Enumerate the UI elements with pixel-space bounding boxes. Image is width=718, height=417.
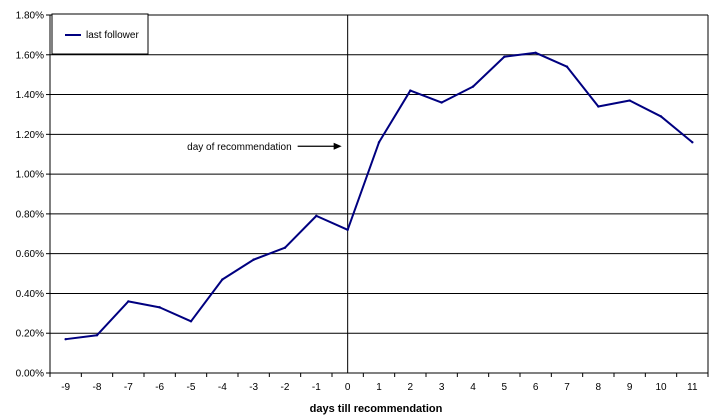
data-point [64, 337, 67, 341]
y-tick-label: 0.20% [16, 329, 44, 340]
y-tick-label: 1.80% [16, 11, 44, 22]
x-tick-label: 3 [439, 382, 445, 393]
x-tick-label: 5 [502, 382, 508, 393]
data-point [346, 228, 349, 231]
series-group [64, 51, 694, 341]
legend: last follower [51, 13, 149, 55]
series-line [65, 51, 693, 341]
x-tick-label: -4 [218, 382, 227, 393]
data-point [691, 141, 694, 144]
y-tick-label: 0.00% [16, 369, 44, 380]
data-point [127, 300, 130, 303]
x-tick-label: -9 [61, 382, 70, 393]
data-point [283, 246, 287, 249]
x-tick-label: -1 [312, 382, 321, 393]
x-tick-label: 11 [687, 382, 698, 393]
data-point [409, 89, 412, 92]
data-point [95, 334, 99, 337]
x-tick-label: 8 [596, 382, 602, 393]
x-tick-label: 2 [408, 382, 414, 393]
y-tick-label: 0.40% [16, 289, 44, 300]
legend-label: last follower [86, 30, 139, 41]
data-point [659, 115, 663, 118]
data-point [189, 320, 193, 323]
x-tick-label: 0 [345, 382, 351, 393]
x-tick-label: 4 [470, 382, 476, 393]
y-tick-label: 1.20% [16, 130, 44, 141]
y-tick-label: 1.00% [16, 170, 44, 181]
x-tick-label: -6 [155, 382, 164, 393]
x-axis-title: days till recommendation [310, 403, 443, 415]
data-point [315, 214, 318, 218]
y-tick-label: 0.60% [16, 249, 44, 260]
data-point [471, 85, 475, 88]
data-point [565, 65, 569, 68]
x-axis-ticks: -9 -8 -7 -6 -5 -4 -3 -2 -1 0 1 2 3 4 5 6 7 8 9 10 11 [49, 373, 709, 393]
y-axis-ticks: 0.00% 0.20% 0.40% 0.60% 0.80% 1.00% 1.20% 1.40%… [16, 11, 50, 380]
x-tick-label: 7 [564, 382, 570, 393]
annotation: day of recommendation [187, 142, 342, 153]
data-point [252, 258, 255, 261]
annotation-text: day of recommendation [187, 142, 292, 153]
data-point [377, 141, 381, 144]
grid-lines [50, 14, 708, 334]
data-point [503, 55, 506, 58]
y-tick-label: 1.60% [16, 50, 44, 61]
annotation-arrowhead [333, 142, 342, 150]
data-point [534, 51, 537, 54]
y-tick-label: 0.80% [16, 209, 44, 220]
x-tick-label: -2 [281, 382, 290, 393]
data-point [628, 99, 631, 102]
x-tick-label: -8 [93, 382, 102, 393]
x-tick-label: 1 [376, 382, 382, 393]
x-tick-label: 10 [655, 382, 667, 393]
y-tick-label: 1.40% [16, 90, 44, 101]
data-point [597, 105, 600, 108]
x-tick-label: 9 [627, 382, 633, 393]
x-tick-label: -3 [249, 382, 258, 393]
data-point [221, 278, 224, 281]
data-point [158, 306, 161, 309]
x-tick-label: -7 [124, 382, 133, 393]
data-point [440, 101, 443, 104]
x-tick-label: -5 [187, 382, 196, 393]
x-tick-label: 6 [533, 382, 539, 393]
